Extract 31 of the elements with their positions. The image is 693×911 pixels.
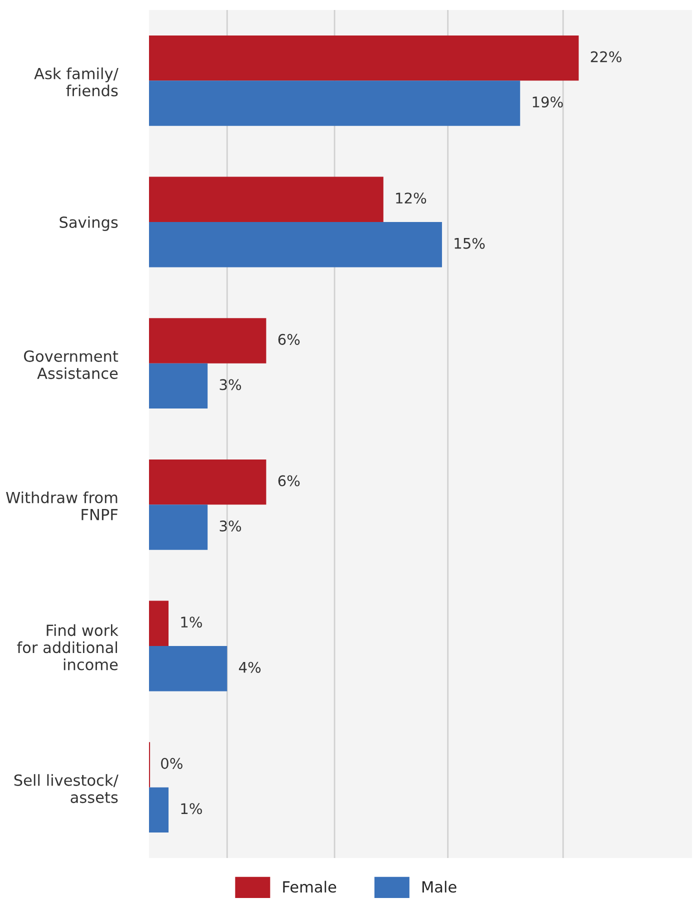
data-label: 12% (396, 192, 426, 204)
data-label: 6% (278, 475, 300, 486)
data-label: 22% (590, 51, 622, 62)
data-label: 1% (181, 803, 202, 814)
y-tick-label: Sell livestock/ assets (14, 774, 118, 804)
y-tick-label: Savings (60, 216, 118, 231)
bar (149, 363, 208, 409)
y-tick-label: Ask family/ friends (34, 67, 118, 96)
data-label: 3% (220, 520, 242, 532)
data-label: 6% (278, 334, 300, 345)
data-label: 1% (181, 616, 202, 628)
y-tick-label: Withdraw from FNPF (6, 491, 118, 520)
data-label: 4% (238, 662, 261, 673)
legend-label: Female (283, 880, 336, 893)
bar (149, 222, 442, 268)
bar (149, 504, 208, 550)
bar (149, 646, 228, 692)
y-tick-label: Find work for additional income (17, 624, 118, 670)
bar (149, 600, 169, 646)
bar (149, 176, 384, 222)
data-label: 19% (532, 96, 563, 108)
data-label: 3% (220, 379, 242, 390)
bar (149, 35, 579, 81)
y-tick-label: Government Assistance (24, 350, 118, 380)
data-label: 15% (454, 238, 485, 249)
bar (149, 787, 169, 833)
legend-label: Male (422, 880, 456, 893)
data-label: 0% (161, 758, 182, 769)
bar (149, 459, 266, 505)
bar (149, 318, 266, 364)
bar (149, 80, 520, 126)
